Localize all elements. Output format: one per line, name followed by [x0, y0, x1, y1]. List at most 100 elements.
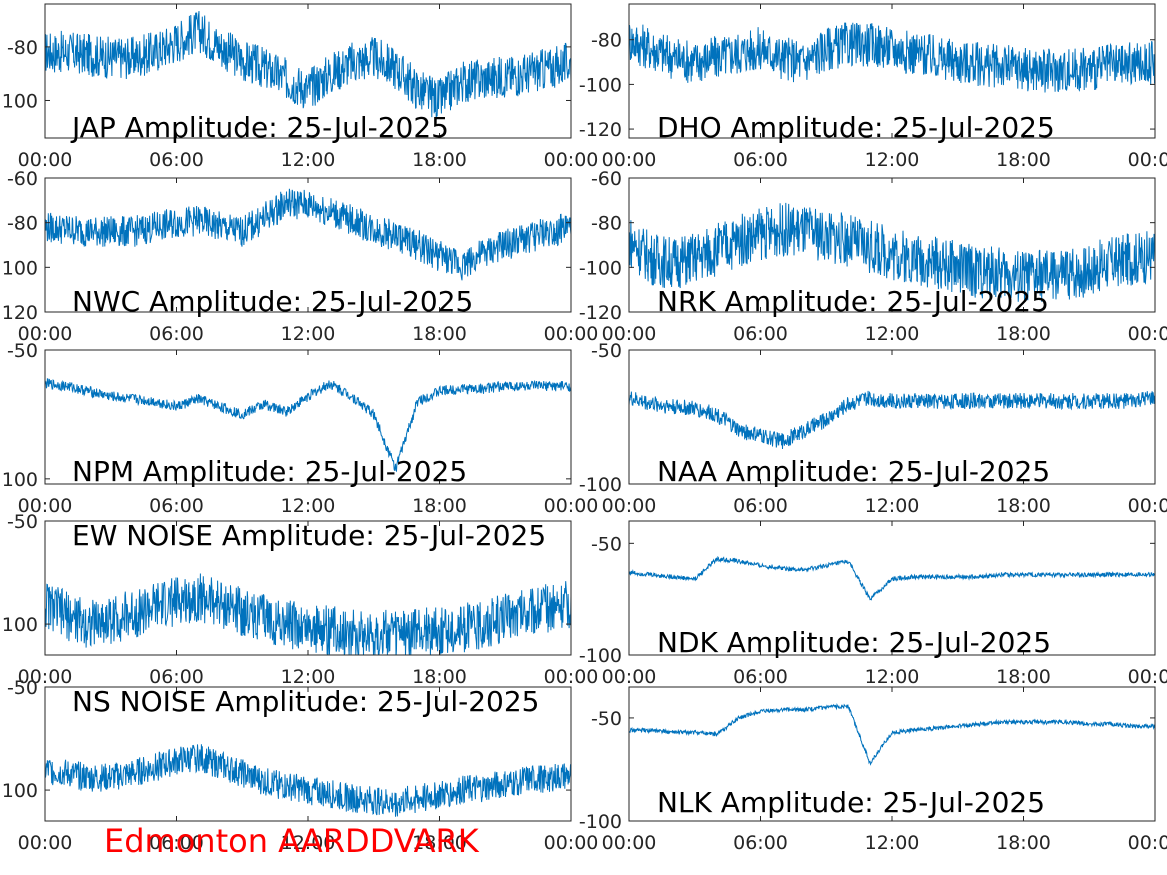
x-tick-label: 00:00	[544, 149, 599, 171]
x-tick-label: 18:00	[996, 149, 1051, 171]
x-tick-label: 18:00	[412, 495, 467, 517]
y-tick-label: -80	[591, 30, 622, 52]
y-tick-label: -100	[579, 474, 622, 496]
x-tick-label: 06:00	[149, 495, 204, 517]
x-tick-label: 12:00	[281, 495, 336, 517]
panel-title: EW NOISE Amplitude: 25-Jul-2025	[72, 519, 546, 552]
panel-title: NAA Amplitude: 25-Jul-2025	[657, 455, 1050, 488]
x-tick-label: 06:00	[149, 832, 204, 854]
panel-3: 00:00 06:00 12:00 18:00 00:00 -60 -80 100 120 NWC…	[2, 168, 599, 345]
panel-4: 00:00 06:00 12:00 18:00 00:00 -60 -80 -100 -120 N…	[579, 168, 1167, 345]
y-tick-label: -100	[579, 811, 622, 833]
x-tick-label: 18:00	[412, 666, 467, 688]
y-tick-label: -50	[591, 533, 622, 555]
x-tick-label: 18:00	[996, 666, 1051, 688]
series-line	[629, 555, 1155, 601]
x-tick-label: 06:00	[733, 666, 788, 688]
x-tick-label: 12:00	[281, 666, 336, 688]
x-tick-label: 00:00	[18, 495, 73, 517]
panel-title: DHO Amplitude: 25-Jul-2025	[657, 111, 1055, 144]
footer-label: Edmonton AARDDVARK	[104, 822, 479, 860]
panel-7: 00:00 06:00 12:00 18:00 00:00 -50 100 EW NOISE …	[2, 511, 599, 688]
x-tick-label: 06:00	[733, 832, 788, 854]
panel-title: NWC Amplitude: 25-Jul-2025	[72, 285, 473, 318]
x-tick-label: 00:00	[1128, 323, 1167, 345]
x-tick-label: 12:00	[865, 323, 920, 345]
series-line	[629, 22, 1155, 93]
x-tick-label: 00:00	[544, 666, 599, 688]
y-tick-label: 100	[2, 780, 38, 802]
x-tick-label: 00:00	[1128, 666, 1167, 688]
panel-title: JAP Amplitude: 25-Jul-2025	[70, 111, 449, 144]
x-tick-label: 18:00	[412, 832, 467, 854]
x-tick-label: 00:00	[18, 323, 73, 345]
x-tick-label: 06:00	[149, 323, 204, 345]
y-tick-label: -50	[591, 708, 622, 730]
panel-6: 00:00 06:00 12:00 18:00 00:00 -50 -100 NAA Ampl…	[579, 340, 1167, 517]
x-tick-label: 12:00	[865, 832, 920, 854]
series-line	[45, 573, 571, 655]
y-tick-label: -50	[7, 511, 38, 533]
panel-title: NS NOISE Amplitude: 25-Jul-2025	[72, 685, 539, 718]
x-tick-label: 18:00	[412, 149, 467, 171]
panel-title: NLK Amplitude: 25-Jul-2025	[657, 786, 1045, 819]
x-tick-label: 12:00	[281, 323, 336, 345]
series-line	[45, 188, 571, 281]
y-tick-label: -100	[579, 645, 622, 667]
panel-title: NRK Amplitude: 25-Jul-2025	[657, 285, 1049, 318]
panel-10: 00:00 06:00 12:00 18:00 00:00 -50 -100 NLK Ampl…	[579, 686, 1167, 854]
panel-title: NDK Amplitude: 25-Jul-2025	[657, 626, 1051, 659]
x-tick-label: 00:00	[602, 323, 657, 345]
y-tick-label: -60	[7, 168, 38, 190]
x-tick-label: 00:00	[602, 666, 657, 688]
series-line	[629, 390, 1155, 450]
x-tick-label: 00:00	[1128, 495, 1167, 517]
y-tick-label: -80	[7, 37, 38, 59]
x-tick-label: 12:00	[281, 832, 336, 854]
x-tick-label: 12:00	[281, 149, 336, 171]
series-line	[45, 378, 571, 473]
x-tick-label: 06:00	[733, 323, 788, 345]
x-tick-label: 12:00	[865, 149, 920, 171]
y-tick-label: -50	[7, 677, 38, 699]
y-tick-label: 100	[2, 469, 38, 491]
panel-1: 00:00 06:00 12:00 18:00 00:00 -80 100 JAP Ampli…	[2, 3, 599, 171]
y-tick-label: -50	[7, 340, 38, 362]
panel-2: 00:00 06:00 12:00 18:00 00:00 -80 -100 -120 DHO …	[579, 3, 1167, 171]
panel-5: 00:00 06:00 12:00 18:00 00:00 -50 100 NPM Ampli…	[2, 340, 599, 517]
x-tick-label: 00:00	[18, 149, 73, 171]
x-tick-label: 00:00	[1128, 832, 1167, 854]
y-tick-label: 100	[2, 257, 38, 279]
y-tick-label: -60	[591, 168, 622, 190]
y-tick-label: -80	[7, 213, 38, 235]
x-tick-label: 00:00	[544, 832, 599, 854]
x-tick-label: 00:00	[1128, 149, 1167, 171]
y-tick-label: -100	[579, 74, 622, 96]
x-tick-label: 18:00	[996, 323, 1051, 345]
x-tick-label: 00:00	[544, 495, 599, 517]
x-tick-label: 00:00	[602, 149, 657, 171]
x-tick-label: 00:00	[602, 495, 657, 517]
series-line	[629, 703, 1155, 766]
x-tick-label: 18:00	[996, 832, 1051, 854]
x-tick-label: 00:00	[602, 832, 657, 854]
x-tick-label: 06:00	[733, 149, 788, 171]
y-tick-label: -120	[579, 302, 622, 324]
x-tick-label: 06:00	[149, 666, 204, 688]
x-tick-label: 00:00	[18, 666, 73, 688]
y-tick-label: -50	[591, 340, 622, 362]
x-tick-label: 12:00	[865, 666, 920, 688]
panel-9: 00:00 06:00 12:00 18:00 00:00 -50 100 NS NOISE …	[2, 677, 599, 854]
x-tick-label: 12:00	[865, 495, 920, 517]
y-tick-label: 120	[2, 302, 38, 324]
x-tick-label: 18:00	[412, 323, 467, 345]
panel-8: 00:00 06:00 12:00 18:00 00:00 -50 -100 NDK Ampl…	[579, 520, 1167, 688]
y-tick-label: 100	[2, 614, 38, 636]
x-tick-label: 06:00	[733, 495, 788, 517]
y-tick-label: -120	[579, 119, 622, 141]
x-tick-label: 06:00	[149, 149, 204, 171]
x-tick-label: 00:00	[18, 832, 73, 854]
series-line	[45, 744, 571, 817]
y-tick-label: -80	[591, 213, 622, 235]
